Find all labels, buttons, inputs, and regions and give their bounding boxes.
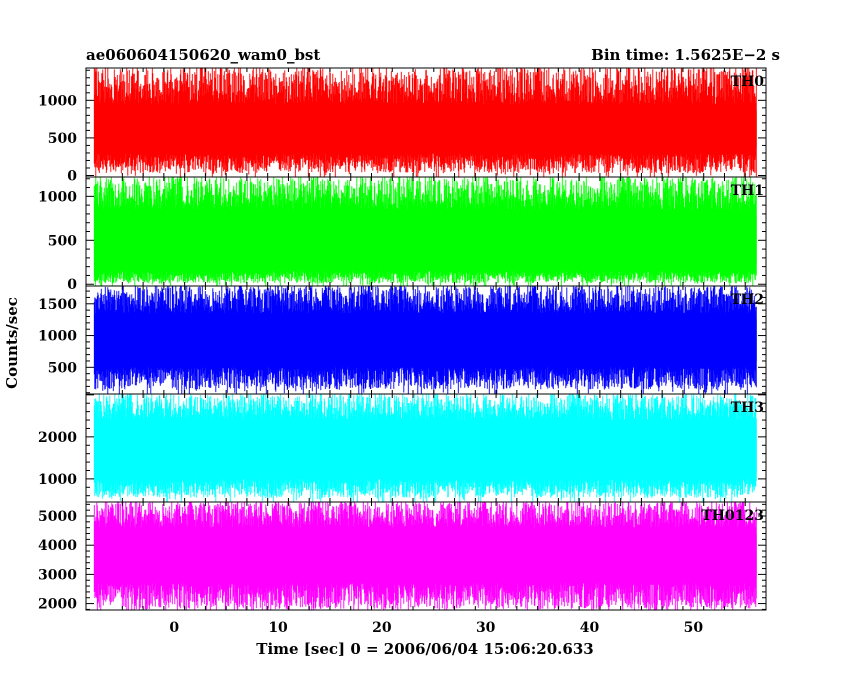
y-tick-label: 2000	[38, 430, 77, 446]
series-band-th1	[94, 215, 757, 266]
bin-time-label: Bin time: 1.5625E−2 s	[591, 46, 780, 64]
x-tick-label: 0	[169, 620, 179, 636]
panel-frame	[85, 501, 767, 611]
y-tick-label: 500	[48, 360, 77, 376]
panel-th0123: 2000 3000 4000 5000 TH0123	[38, 501, 767, 613]
panel-label: TH0123	[701, 508, 764, 524]
series-band-th3	[94, 426, 757, 473]
x-tick-label: 10	[268, 620, 288, 636]
series-band-th2	[94, 319, 757, 362]
y-tick-label: 1000	[38, 329, 77, 345]
series-band-th0	[94, 110, 757, 148]
y-tick-label: 1000	[38, 472, 77, 488]
panel-label: TH3	[731, 400, 764, 416]
panel-label: TH2	[731, 292, 764, 308]
y-tick-label: 3000	[38, 567, 77, 583]
x-tick-label: 30	[476, 620, 496, 636]
y-axis-label: Counts/sec	[3, 297, 21, 389]
x-axis-label: Time [sec] 0 = 2006/06/04 15:06:20.633	[256, 640, 593, 658]
y-tick-label: 1000	[38, 93, 77, 109]
x-axis: 0 10 20 30 40 50	[169, 620, 703, 636]
y-tick-label: 1500	[38, 297, 77, 313]
y-tick-label: 500	[48, 233, 77, 249]
x-tick-label: 50	[684, 620, 704, 636]
panel-th2: 500 1000 1500 TH2	[38, 285, 767, 395]
x-tick-label: 40	[580, 620, 600, 636]
x-tick-label: 20	[372, 620, 392, 636]
y-tick-label: 500	[48, 131, 77, 147]
y-tick-label: 1000	[38, 189, 77, 205]
chart-panels: 0 500 1000 TH0 0 500 1000 TH1 500 1000 1500 TH2 1000…	[38, 67, 767, 613]
y-tick-label: 0	[67, 277, 77, 293]
y-tick-label: 2000	[38, 597, 77, 613]
y-tick-label: 4000	[38, 538, 77, 554]
series-band-th0123	[94, 533, 757, 578]
panel-th0: 0 500 1000 TH0	[38, 67, 767, 184]
chart-title: ae060604150620_wam0_bst	[86, 46, 320, 64]
panel-label: TH1	[731, 183, 764, 199]
y-tick-label: 0	[67, 168, 77, 184]
panel-th3: 1000 2000 TH3	[38, 393, 767, 503]
panel-label: TH0	[731, 74, 765, 90]
panel-th1: 0 500 1000 TH1	[38, 176, 767, 293]
y-tick-label: 5000	[38, 509, 77, 525]
